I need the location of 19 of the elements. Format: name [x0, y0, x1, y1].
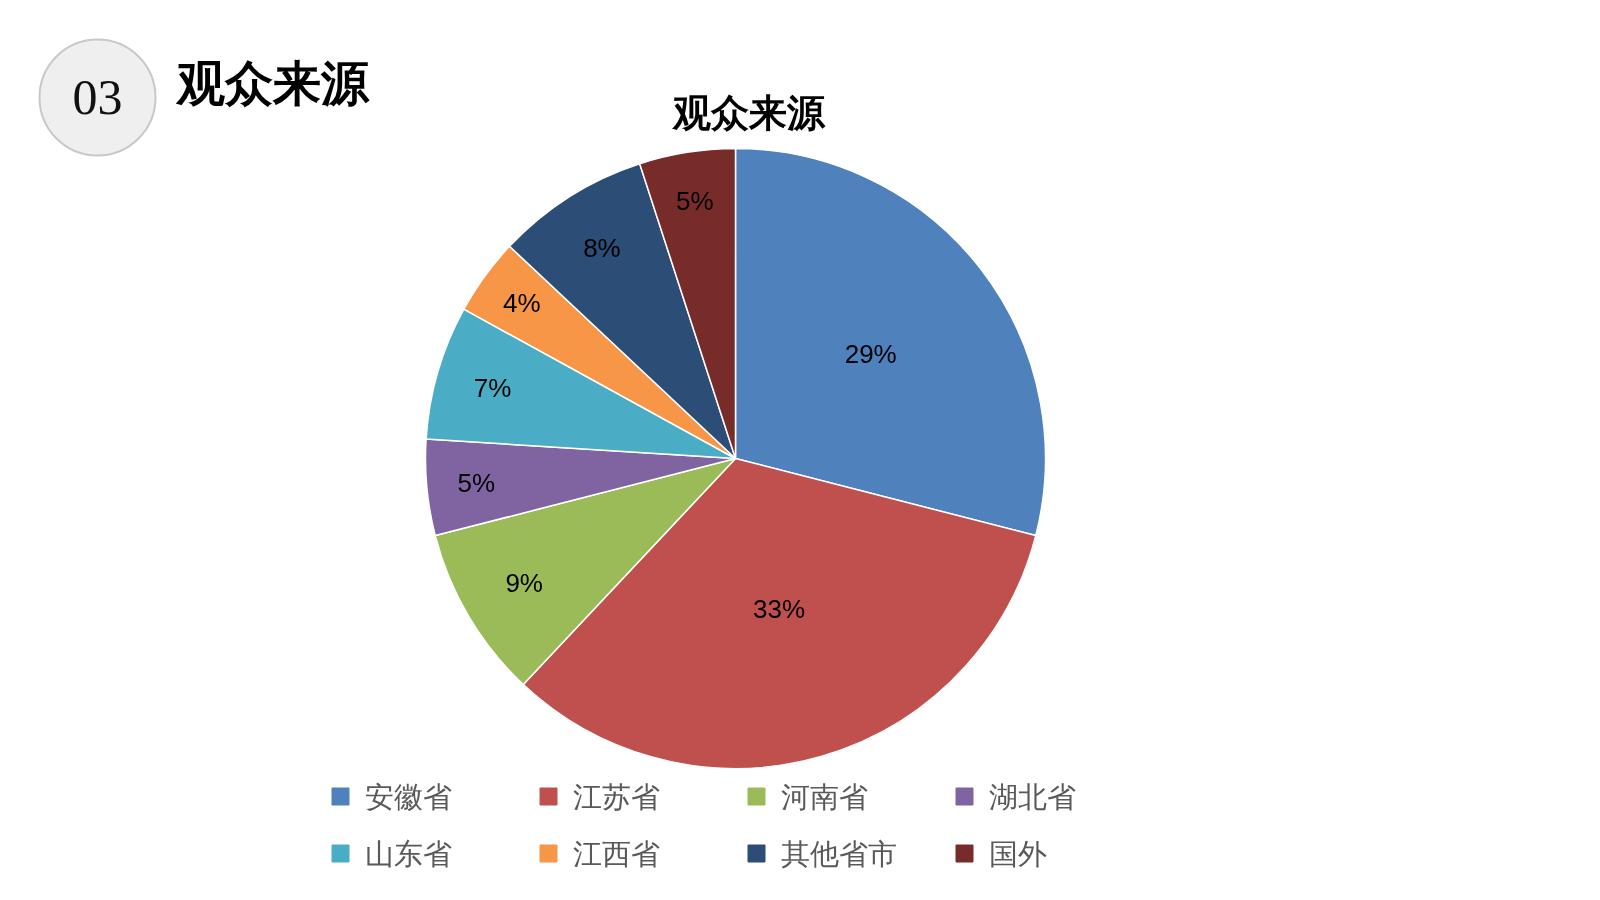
legend-label: 江西省 [572, 836, 660, 871]
data-label: 29% [844, 338, 897, 369]
data-label: 8% [583, 233, 621, 264]
legend-label: 其他省市 [780, 836, 897, 871]
data-label: 4% [503, 288, 541, 319]
legend-label: 河南省 [780, 779, 868, 814]
legend-label: 湖北省 [988, 779, 1076, 814]
data-label: 5% [457, 468, 496, 499]
data-label: 33% [753, 593, 806, 624]
text: 03 [72, 69, 123, 125]
text: 观众来源 [174, 54, 370, 111]
data-label: 7% [473, 372, 512, 403]
legend-label: 安徽省 [364, 779, 452, 814]
chart-title: 观众来源 [671, 90, 826, 135]
data-label: 9% [505, 568, 543, 599]
legend-label: 江苏省 [572, 779, 660, 814]
legend-label: 山东省 [364, 836, 452, 871]
data-label: 5% [675, 186, 714, 217]
legend-label: 国外 [988, 836, 1047, 871]
